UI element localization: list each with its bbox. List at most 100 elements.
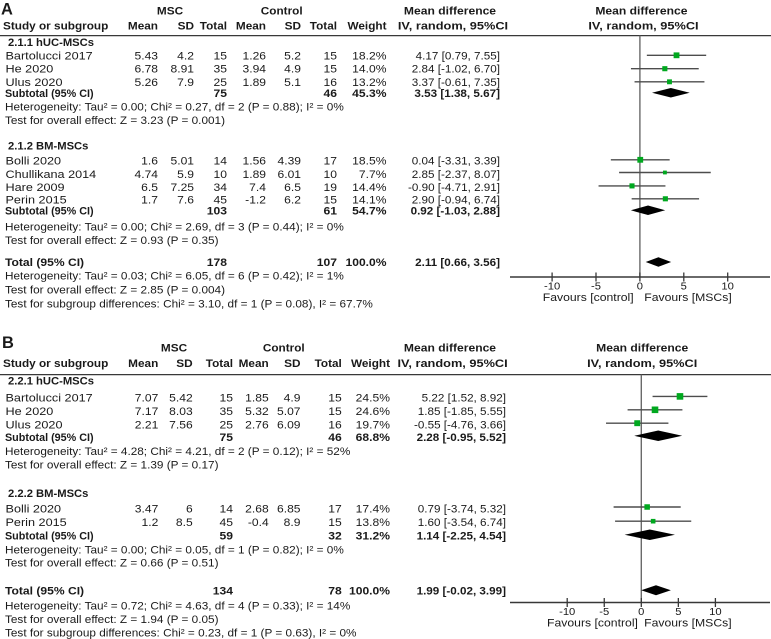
svg-text:5.9: 5.9: [177, 169, 194, 181]
svg-text:Mean difference: Mean difference: [596, 343, 688, 355]
svg-text:0.04 [-3.31, 3.39]: 0.04 [-3.31, 3.39]: [412, 156, 500, 168]
svg-text:2.84 [-1.02, 6.70]: 2.84 [-1.02, 6.70]: [412, 64, 500, 76]
svg-text:Test for subgroup differences:: Test for subgroup differences: Chi² = 3.…: [5, 298, 373, 310]
svg-text:6.2: 6.2: [284, 194, 301, 206]
svg-text:5.26: 5.26: [135, 77, 159, 89]
svg-text:103: 103: [207, 206, 227, 218]
svg-text:Total: Total: [310, 21, 337, 33]
svg-text:4.39: 4.39: [278, 156, 302, 168]
svg-text:16: 16: [328, 419, 342, 431]
svg-text:5.22 [1.52, 8.92]: 5.22 [1.52, 8.92]: [422, 393, 506, 405]
svg-text:24.6%: 24.6%: [356, 406, 391, 418]
svg-text:Heterogeneity: Tau² = 0.00; Ch: Heterogeneity: Tau² = 0.00; Chi² = 0.05,…: [5, 545, 344, 557]
svg-text:IV, random, 95%CI: IV, random, 95%CI: [588, 21, 698, 33]
svg-text:17.4%: 17.4%: [356, 503, 391, 515]
svg-text:8.5: 8.5: [176, 517, 193, 529]
svg-text:-1.2: -1.2: [245, 194, 266, 206]
svg-text:14.0%: 14.0%: [352, 64, 387, 76]
svg-text:68.8%: 68.8%: [356, 432, 391, 444]
svg-text:54.7%: 54.7%: [352, 206, 387, 218]
svg-text:1.89: 1.89: [243, 77, 267, 89]
svg-text:Study or subgroup: Study or subgroup: [3, 21, 109, 33]
svg-text:IV, random, 95%CI: IV, random, 95%CI: [398, 21, 508, 33]
svg-text:16: 16: [324, 77, 338, 89]
svg-text:7.25: 7.25: [171, 182, 195, 194]
svg-text:Heterogeneity: Tau² = 0.00; Ch: Heterogeneity: Tau² = 0.00; Chi² = 0.27,…: [5, 102, 344, 114]
svg-text:100.0%: 100.0%: [346, 257, 387, 269]
svg-text:45: 45: [220, 517, 234, 529]
svg-text:-0.90 [-4.71, 2.91]: -0.90 [-4.71, 2.91]: [408, 182, 500, 194]
svg-text:7.4: 7.4: [249, 182, 266, 194]
svg-text:Subtotal (95% CI): Subtotal (95% CI): [5, 206, 94, 218]
svg-text:Ulus 2020: Ulus 2020: [6, 419, 63, 431]
svg-text:61: 61: [324, 206, 338, 218]
svg-text:Weight: Weight: [348, 21, 387, 33]
svg-text:8.9: 8.9: [284, 517, 301, 529]
svg-text:6.85: 6.85: [277, 503, 301, 515]
svg-text:Total: Total: [200, 21, 227, 33]
svg-text:3.94: 3.94: [243, 64, 267, 76]
svg-text:3.37 [-0.61, 7.35]: 3.37 [-0.61, 7.35]: [412, 77, 500, 89]
svg-text:5.43: 5.43: [135, 50, 159, 62]
svg-text:5.42: 5.42: [169, 393, 193, 405]
svg-text:Total (95% CI): Total (95% CI): [5, 257, 84, 269]
svg-text:15: 15: [328, 406, 342, 418]
svg-text:Total: Total: [206, 358, 233, 370]
svg-text:Heterogeneity: Tau² = 0.72; Ch: Heterogeneity: Tau² = 0.72; Chi² = 4.63,…: [5, 601, 351, 613]
svg-text:15: 15: [328, 393, 342, 405]
svg-text:Mean difference: Mean difference: [404, 343, 496, 355]
svg-text:13.8%: 13.8%: [356, 517, 391, 529]
svg-text:Chullikana 2014: Chullikana 2014: [6, 169, 97, 181]
svg-text:-10: -10: [544, 282, 561, 293]
svg-text:35: 35: [214, 64, 228, 76]
svg-text:7.07: 7.07: [135, 393, 159, 405]
svg-text:Subtotal (95% CI): Subtotal (95% CI): [5, 531, 94, 543]
svg-text:7.7%: 7.7%: [359, 169, 387, 181]
svg-text:25: 25: [220, 419, 234, 431]
svg-text:4.2: 4.2: [177, 50, 194, 62]
svg-text:2.2.2 BM-MSCs: 2.2.2 BM-MSCs: [8, 488, 88, 500]
svg-text:15: 15: [324, 194, 338, 206]
svg-text:2.90 [-0.94, 6.74]: 2.90 [-0.94, 6.74]: [412, 194, 500, 206]
svg-text:1.56: 1.56: [243, 156, 267, 168]
svg-text:1.7: 1.7: [141, 194, 158, 206]
svg-text:17: 17: [328, 503, 342, 515]
svg-text:14: 14: [214, 156, 228, 168]
svg-text:107: 107: [317, 257, 337, 269]
svg-text:34: 34: [214, 182, 228, 194]
svg-text:18.5%: 18.5%: [352, 156, 387, 168]
svg-text:19.7%: 19.7%: [356, 419, 391, 431]
svg-text:14: 14: [220, 503, 234, 515]
svg-text:He 2020: He 2020: [6, 406, 54, 418]
svg-text:Perin 2015: Perin 2015: [6, 194, 67, 206]
svg-text:14.4%: 14.4%: [352, 182, 387, 194]
svg-text:Heterogeneity: Tau² = 0.00; Ch: Heterogeneity: Tau² = 0.00; Chi² = 2.69,…: [5, 222, 344, 234]
svg-text:Mean: Mean: [239, 358, 269, 370]
svg-text:14.1%: 14.1%: [352, 194, 387, 206]
svg-text:Weight: Weight: [351, 358, 390, 370]
svg-text:IV, random, 95%CI: IV, random, 95%CI: [398, 358, 508, 370]
svg-text:Test for overall effect: Z = 0: Test for overall effect: Z = 0.66 (P = 0…: [5, 557, 219, 569]
svg-text:10: 10: [721, 282, 734, 293]
svg-text:7.6: 7.6: [177, 194, 194, 206]
svg-text:1.14 [-2.25, 4.54]: 1.14 [-2.25, 4.54]: [417, 531, 507, 543]
svg-text:IV, random, 95%CI: IV, random, 95%CI: [587, 358, 697, 370]
svg-text:SD: SD: [178, 21, 194, 33]
svg-text:19: 19: [324, 182, 338, 194]
svg-text:SD: SD: [285, 21, 301, 33]
svg-text:Hare 2009: Hare 2009: [6, 182, 65, 194]
svg-text:B: B: [2, 334, 14, 352]
svg-text:Heterogeneity: Tau² = 0.03; Ch: Heterogeneity: Tau² = 0.03; Chi² = 6.05,…: [5, 270, 344, 282]
svg-text:-5: -5: [599, 607, 609, 618]
svg-text:-0.55 [-4.76, 3.66]: -0.55 [-4.76, 3.66]: [414, 419, 506, 431]
svg-text:Subtotal (95% CI): Subtotal (95% CI): [5, 88, 94, 100]
svg-text:2.11 [0.66, 3.56]: 2.11 [0.66, 3.56]: [415, 257, 500, 269]
svg-text:5.01: 5.01: [171, 156, 195, 168]
svg-text:59: 59: [220, 531, 234, 543]
svg-text:A: A: [1, 0, 13, 18]
svg-text:3.47: 3.47: [135, 503, 159, 515]
svg-text:Favours [MSCs]: Favours [MSCs]: [644, 292, 732, 304]
svg-text:0: 0: [638, 607, 645, 618]
svg-text:1.2: 1.2: [142, 517, 159, 529]
svg-text:Test for subgroup differences:: Test for subgroup differences: Chi² = 0.…: [5, 627, 357, 639]
